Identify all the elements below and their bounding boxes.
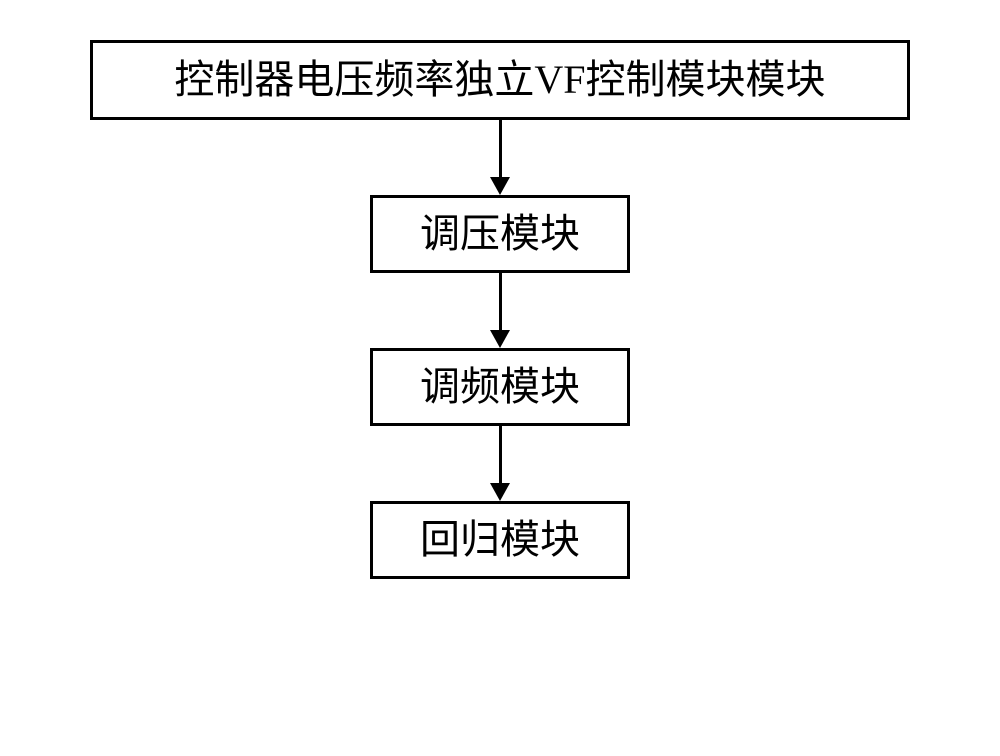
arrow-head-icon	[490, 330, 510, 348]
flowchart-node-frequency: 调频模块	[370, 348, 630, 426]
flowchart-node-regression: 回归模块	[370, 501, 630, 579]
node-label: 调压模块	[420, 210, 580, 258]
node-label: 控制器电压频率独立VF控制模块模块	[174, 56, 825, 104]
arrow-line	[499, 426, 502, 483]
arrow-line	[499, 120, 502, 177]
flowchart-arrow	[490, 426, 510, 501]
arrow-head-icon	[490, 177, 510, 195]
flowchart-node-controller: 控制器电压频率独立VF控制模块模块	[90, 40, 910, 120]
flowchart-container: 控制器电压频率独立VF控制模块模块 调压模块 调频模块 回归模块	[90, 40, 910, 579]
node-label: 调频模块	[420, 363, 580, 411]
flowchart-node-voltage: 调压模块	[370, 195, 630, 273]
flowchart-arrow	[490, 273, 510, 348]
arrow-head-icon	[490, 483, 510, 501]
arrow-line	[499, 273, 502, 330]
node-label: 回归模块	[420, 516, 580, 564]
flowchart-arrow	[490, 120, 510, 195]
